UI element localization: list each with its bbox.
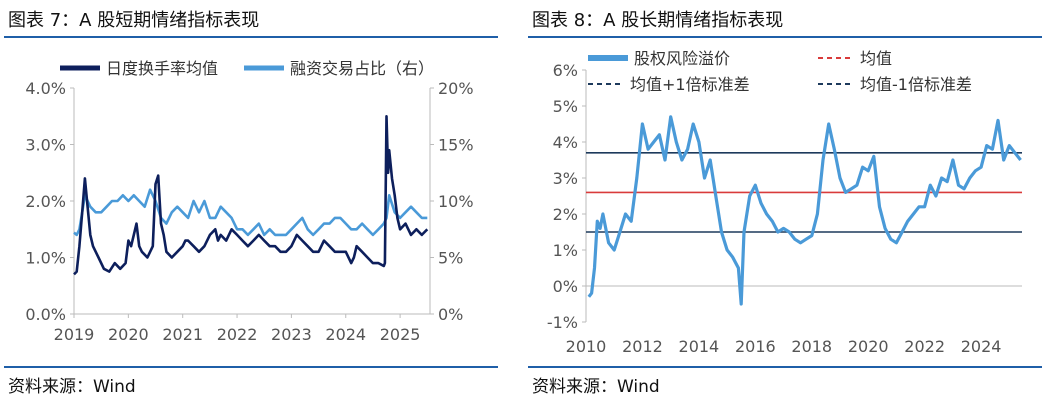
series-line-daily-turnover — [73, 115, 429, 276]
y-tick-label: 5% — [553, 97, 578, 116]
y-tick-label: 1% — [553, 241, 578, 260]
legend-label-mean-plus-1sd: 均值+1倍标准差 — [630, 75, 750, 94]
y-left-tick-label: 2.0% — [25, 192, 66, 211]
y-left-tick-label: 0.0% — [25, 305, 66, 324]
y-tick-label: 3% — [553, 169, 578, 188]
title-divider — [4, 36, 498, 38]
y-left-tick-label: 3.0% — [25, 136, 66, 155]
x-tick-label: 2014 — [679, 337, 720, 356]
y-tick-label: 2% — [553, 205, 578, 224]
x-tick-label: 2024 — [325, 325, 366, 344]
x-tick-label: 2010 — [566, 337, 607, 356]
x-tick-label: 2020 — [108, 325, 149, 344]
chart-panel-turnover: 图表 7：A 股短期情绪指标表现 0.0% 1.0% 2.0% 3.0% 4.0% 0% 5… — [0, 0, 502, 400]
x-tick-label: 2023 — [271, 325, 312, 344]
x-tick-label: 2020 — [848, 337, 889, 356]
x-tick-label: 2021 — [162, 325, 203, 344]
chart-panel-equity-risk-premium: 图表 8：A 股长期情绪指标表现 -1% 0% 1% 2% 3% 4% 5% 6% 2010 20… — [524, 0, 1046, 400]
x-tick-label: 2018 — [791, 337, 832, 356]
x-tick-label: 2012 — [622, 337, 663, 356]
y-right-tick-label: 10% — [438, 192, 474, 211]
x-tick-label: 2022 — [904, 337, 945, 356]
risk-premium-chart: -1% 0% 1% 2% 3% 4% 5% 6% 2010 2012 2014 2016 2018 202… — [547, 49, 1022, 356]
legend-label-equity-risk-premium: 股权风险溢价 — [634, 49, 730, 68]
source-divider — [528, 366, 1042, 368]
chart-title: 图表 8：A 股长期情绪指标表现 — [532, 10, 784, 31]
y-tick-label: 6% — [553, 61, 578, 80]
legend-label-margin-trading-share: 融资交易占比（右） — [290, 59, 434, 78]
x-tick-label: 2024 — [961, 337, 1002, 356]
legend-label-mean-minus-1sd: 均值-1倍标准差 — [860, 75, 972, 94]
x-tick-label: 2016 — [735, 337, 776, 356]
y-tick-label: -1% — [547, 313, 578, 332]
series-line-margin-trading-share — [73, 188, 428, 237]
x-tick-label: 2025 — [380, 325, 421, 344]
title-divider — [528, 36, 1042, 38]
y-tick-label: 4% — [553, 133, 578, 152]
turnover-chart: 0.0% 1.0% 2.0% 3.0% 4.0% 0% 5% 10% 15% 20% 2019 202… — [25, 59, 474, 344]
source-note: 资料来源：Wind — [8, 377, 136, 397]
series-line-equity-risk-premium — [587, 115, 1022, 306]
y-left-tick-label: 1.0% — [25, 249, 66, 268]
y-right-tick-label: 0% — [438, 305, 463, 324]
y-right-tick-label: 15% — [438, 136, 474, 155]
x-tick-label: 2019 — [54, 325, 95, 344]
chart-title: 图表 7：A 股短期情绪指标表现 — [8, 10, 260, 31]
x-tick-label: 2022 — [217, 325, 258, 344]
legend-label-daily-turnover: 日度换手率均值 — [106, 59, 218, 78]
y-right-tick-label: 20% — [438, 79, 474, 98]
y-right-tick-label: 5% — [438, 249, 463, 268]
y-left-tick-label: 4.0% — [25, 79, 66, 98]
y-tick-label: 0% — [553, 277, 578, 296]
legend-label-mean: 均值 — [860, 49, 892, 68]
source-note: 资料来源：Wind — [532, 377, 660, 397]
source-divider — [4, 366, 498, 368]
